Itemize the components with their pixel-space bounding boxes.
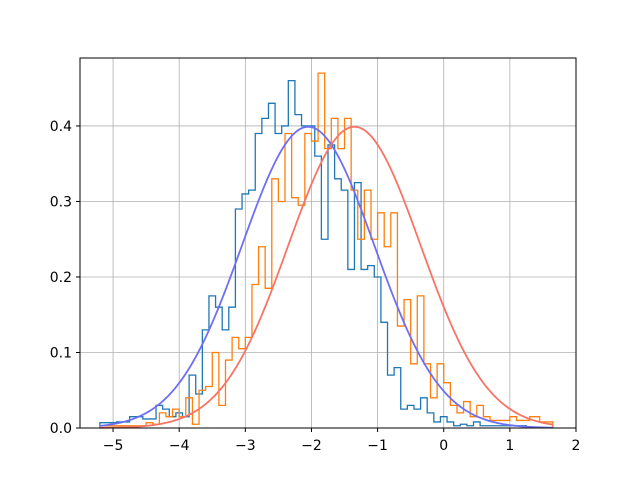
x-tick-label: −3 <box>235 438 256 454</box>
density-curves <box>99 125 553 429</box>
y-tick-label: 0.0 <box>50 421 72 437</box>
x-tick-label: 2 <box>572 438 581 454</box>
histogram-series <box>99 72 554 428</box>
y-tick-label: 0.2 <box>50 270 72 286</box>
y-tick-label: 0.1 <box>50 345 72 361</box>
y-tick-label: 0.4 <box>50 119 72 135</box>
density-curve-2 <box>99 125 553 429</box>
x-tick-label: 0 <box>439 438 448 454</box>
density-curve-3 <box>99 125 553 429</box>
x-tick-label: −1 <box>367 438 388 454</box>
axes-frame <box>79 57 577 429</box>
x-tick-label: 1 <box>505 438 514 454</box>
y-tick-label: 0.3 <box>50 194 72 210</box>
x-tick-label: −2 <box>301 438 322 454</box>
axis-ticks: −5 −4 −3 −2 −1 0 1 2 0.0 0.1 0.2 0.3 0.4 <box>50 119 581 454</box>
histogram-series-0 <box>99 80 528 428</box>
grid-lines <box>80 58 577 429</box>
x-tick-label: −5 <box>103 438 124 454</box>
histogram-series-1 <box>99 72 554 428</box>
x-tick-label: −4 <box>169 438 190 454</box>
